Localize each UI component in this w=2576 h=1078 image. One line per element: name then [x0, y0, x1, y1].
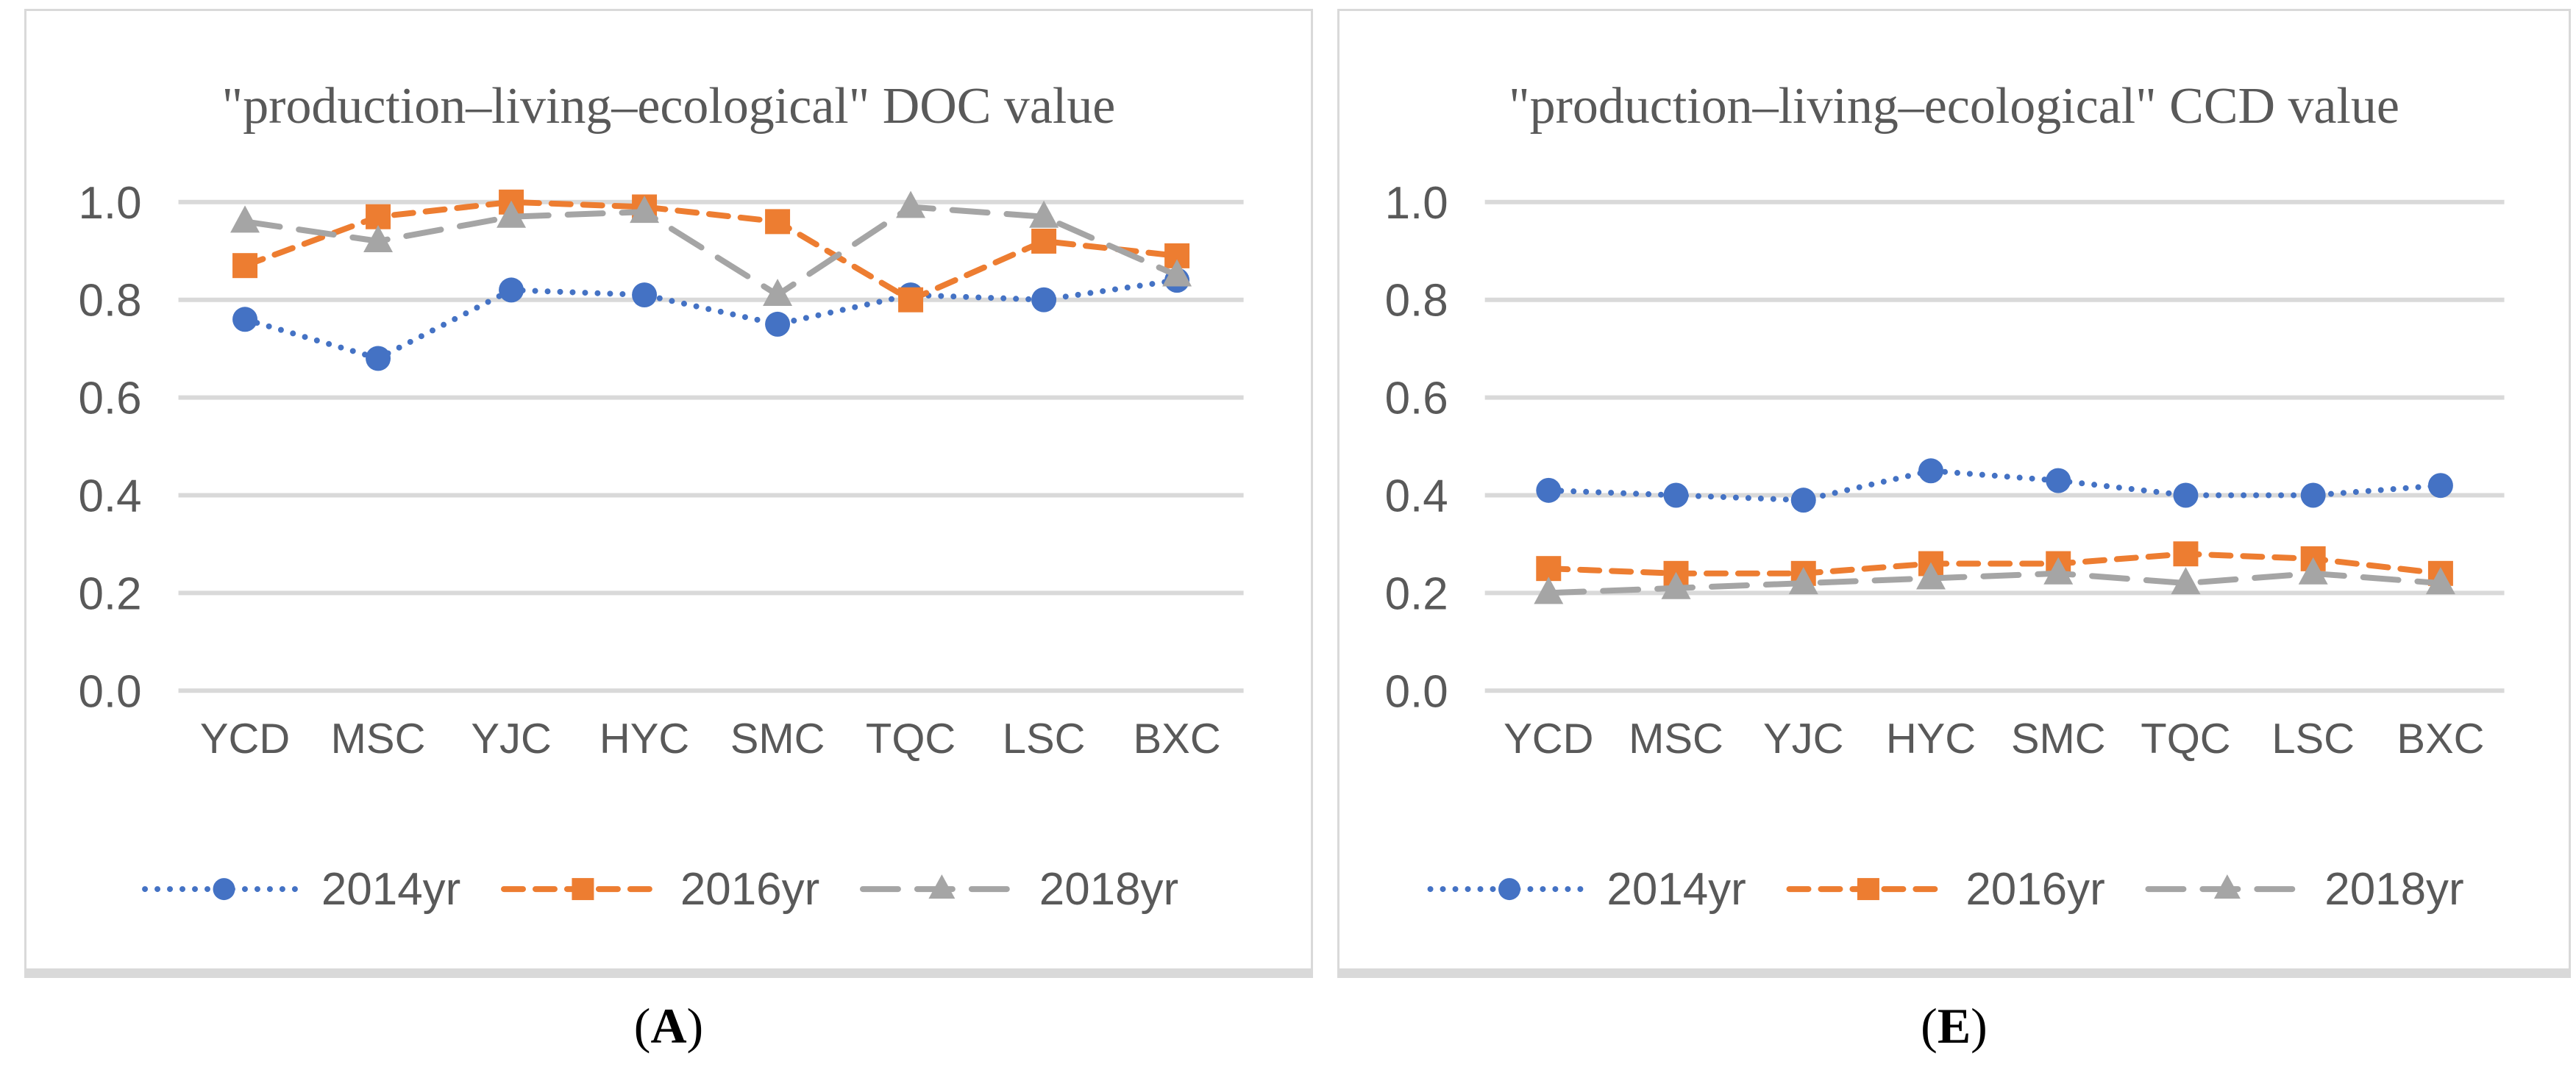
- data-point-2018yr-HYC: [630, 196, 660, 224]
- data-point-2018yr-TQC: [2171, 567, 2201, 595]
- x-axis-category-label: HYC: [1886, 715, 1976, 763]
- data-point-2016yr-SMC: [765, 209, 791, 235]
- legend-marker-2018yr: [928, 874, 956, 899]
- legend-marker-2014yr: [1498, 878, 1520, 901]
- ccd-line-chart: "production–living–ecological" CCD value…: [1385, 78, 2505, 915]
- y-axis-tick-label: 0.6: [78, 374, 141, 424]
- data-point-2014yr-MSC: [366, 346, 391, 371]
- subfigure-caption-a: (A): [24, 997, 1313, 1071]
- y-axis-tick-label: 0.0: [1385, 666, 1448, 717]
- data-point-2018yr-LSC: [1029, 200, 1059, 228]
- y-axis-tick-label: 0.4: [1385, 471, 1448, 521]
- series-line-2014yr: [1545, 468, 2444, 504]
- y-axis-tick-label: 0.2: [1385, 568, 1448, 619]
- data-point-2018yr-YCD: [1534, 577, 1564, 604]
- data-point-2018yr-YJC: [1788, 567, 1818, 595]
- data-point-2018yr-BXC: [2425, 567, 2455, 595]
- data-point-2014yr-SMC: [765, 311, 791, 337]
- y-axis-tick-label: 0.0: [78, 666, 141, 717]
- data-point-2014yr-HYC: [1918, 458, 1943, 484]
- chart-title: "production–living–ecological" DOC value: [222, 78, 1116, 135]
- series-line-2016yr: [242, 199, 1181, 303]
- chart-panel-doc: "production–living–ecological" DOC value…: [24, 9, 1313, 978]
- y-axis-tick-label: 0.8: [1385, 276, 1448, 326]
- subfigure-caption-e: ()E): [1337, 997, 2571, 1071]
- y-axis-tick-label: 0.4: [78, 471, 141, 521]
- doc-line-chart: "production–living–ecological" DOC value…: [78, 78, 1244, 915]
- data-point-2014yr-SMC: [2046, 468, 2071, 493]
- data-point-2018yr-LSC: [2298, 557, 2328, 585]
- y-axis-tick-label: 0.2: [78, 568, 141, 619]
- data-point-2018yr-TQC: [896, 190, 926, 218]
- legend-label-2014yr: 2014yr: [321, 864, 460, 915]
- data-point-2016yr-TQC: [2173, 541, 2199, 567]
- x-axis-category-label: TQC: [2141, 715, 2230, 763]
- caption-letter: A: [650, 998, 687, 1054]
- chart-title: "production–living–ecological" CCD value: [1509, 78, 2399, 135]
- x-axis-category-label: TQC: [866, 715, 956, 763]
- data-point-2016yr-LSC: [1031, 228, 1057, 254]
- data-point-2014yr-MSC: [1663, 482, 1689, 508]
- y-axis-tick-label: 1.0: [1385, 178, 1448, 229]
- series-line-2014yr: [242, 277, 1181, 362]
- x-axis-category-label: LSC: [1003, 715, 1086, 763]
- data-point-2018yr-HYC: [1915, 562, 1946, 590]
- data-point-2014yr-LSC: [2300, 482, 2326, 508]
- data-point-2014yr-LSC: [1031, 287, 1057, 313]
- legend-label-2016yr: 2016yr: [1965, 864, 2104, 915]
- x-axis-category-label: YCD: [200, 715, 290, 763]
- data-point-2018yr-MSC: [363, 224, 394, 252]
- x-axis-category-label: BXC: [1134, 715, 1221, 763]
- data-point-2014yr-YJC: [499, 277, 524, 303]
- y-axis-tick-label: 1.0: [78, 178, 141, 229]
- legend-marker-2016yr: [572, 878, 594, 901]
- y-axis-tick-label: 0.6: [1385, 374, 1448, 424]
- x-axis-category-label: MSC: [331, 715, 426, 763]
- data-point-2014yr-TQC: [2173, 482, 2199, 508]
- data-point-2016yr-YCD: [232, 253, 258, 279]
- x-axis-category-label: HYC: [599, 715, 689, 763]
- series-line-2016yr: [1545, 551, 2444, 577]
- x-axis-category-label: LSC: [2271, 715, 2355, 763]
- data-point-2014yr-HYC: [632, 282, 658, 308]
- data-point-2018yr-MSC: [1661, 571, 1691, 599]
- x-axis-category-label: YJC: [471, 715, 551, 763]
- caption-letter: E: [1937, 998, 1971, 1054]
- caption-paren-close: ): [686, 998, 704, 1054]
- legend-label-2018yr: 2018yr: [2324, 864, 2463, 915]
- caption-paren-open: (: [633, 998, 651, 1054]
- legend-marker-2016yr: [1857, 878, 1879, 901]
- legend-marker-2018yr: [2213, 874, 2241, 899]
- legend-marker-2014yr: [213, 878, 235, 901]
- chart-panel-ccd: "production–living–ecological" CCD value…: [1337, 9, 2571, 978]
- data-point-2018yr-SMC: [763, 279, 793, 307]
- x-axis-category-label: YCD: [1504, 715, 1593, 763]
- x-axis-category-label: BXC: [2397, 715, 2484, 763]
- data-point-2014yr-YJC: [1790, 488, 1816, 513]
- series-line-2018yr: [242, 204, 1181, 299]
- legend-label-2014yr: 2014yr: [1607, 864, 1746, 915]
- data-point-2018yr-BXC: [1162, 259, 1192, 287]
- x-axis-category-label: SMC: [730, 715, 825, 763]
- x-axis-category-label: MSC: [1629, 715, 1723, 763]
- data-point-2014yr-YCD: [232, 307, 258, 332]
- data-point-2014yr-YCD: [1536, 477, 1562, 503]
- caption-paren-open: (: [1921, 998, 1938, 1054]
- data-point-2018yr-YJC: [497, 200, 527, 228]
- data-point-2018yr-SMC: [2043, 557, 2074, 585]
- data-point-2016yr-TQC: [898, 287, 924, 313]
- caption-paren-close: ): [1971, 998, 1988, 1054]
- legend-label-2018yr: 2018yr: [1039, 864, 1178, 915]
- series-line-2018yr: [1545, 570, 2444, 596]
- y-axis-tick-label: 0.8: [78, 276, 141, 326]
- x-axis-category-label: SMC: [2011, 715, 2106, 763]
- data-point-2018yr-YCD: [230, 205, 260, 233]
- legend-label-2016yr: 2016yr: [680, 864, 819, 915]
- x-axis-category-label: YJC: [1763, 715, 1843, 763]
- data-point-2014yr-BXC: [2427, 473, 2453, 499]
